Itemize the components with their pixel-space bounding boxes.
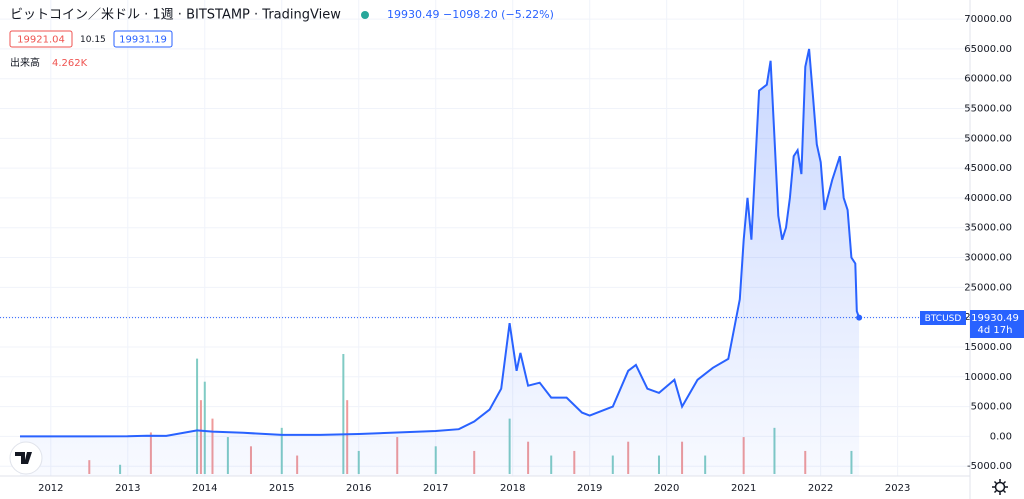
countdown: 4d 17h	[978, 325, 1013, 336]
ask: 19931.19	[119, 35, 167, 46]
y-tick-label: 55000.00	[964, 104, 1012, 115]
bid-box	[9, 30, 73, 48]
volume-label: 出来高	[10, 56, 40, 69]
price: 19930.49	[971, 313, 1019, 324]
price-line	[20, 48, 861, 438]
bid: 19921.04	[17, 35, 65, 46]
plot	[0, 48, 970, 499]
volume-bar	[196, 358, 199, 474]
y-tick-label: 35000.00	[964, 223, 1012, 234]
status-dot	[361, 11, 369, 19]
y-tick-label: 5000.00	[971, 402, 1012, 413]
symbol-box	[920, 311, 966, 325]
volume-bar	[203, 381, 206, 474]
y-tick-label: 25000.00	[964, 282, 1012, 293]
last-point	[856, 314, 863, 321]
chart-title: ビットコイン／米ドル · 1週 · BITSTAMP · TradingView	[10, 8, 341, 23]
x-tick-label: 2016	[346, 483, 371, 494]
x-tick-label: 2021	[731, 483, 756, 494]
y-tick-label: 65000.00	[964, 44, 1012, 55]
symbol: BTCUSD	[925, 314, 962, 324]
quote: 19930.49 −1098.20 (−5.22%)	[387, 8, 554, 21]
y-tick-label: 60000.00	[964, 74, 1012, 85]
x-tick-label: 2015	[269, 483, 294, 494]
tv-logo	[9, 441, 43, 475]
x-tick-label: 2013	[115, 483, 140, 494]
y-tick-label: 45000.00	[964, 163, 1012, 174]
y-tick-label: 70000.00	[964, 14, 1012, 25]
area	[20, 48, 860, 499]
volume-bar	[342, 354, 345, 474]
x-tick-label: 2022	[808, 483, 833, 494]
price-box	[970, 310, 1024, 338]
y-tick-label: 40000.00	[964, 193, 1012, 204]
x-tick-label: 2017	[423, 483, 448, 494]
y-tick-label: -5000.00	[967, 461, 1012, 472]
price-tag: BTCUSD 19930.49 4d 17h	[920, 310, 1024, 338]
x-tick-label: 2012	[38, 483, 63, 494]
x-tick-label: 2019	[577, 483, 602, 494]
x-axis-strip	[0, 476, 970, 499]
settings-icon[interactable]	[992, 479, 1008, 495]
ask-box	[113, 30, 173, 48]
y-tick-label: 10000.00	[964, 372, 1012, 383]
y-tick-label: 0.00	[990, 431, 1012, 442]
x-tick-label: 2020	[654, 483, 679, 494]
spread: 10.15	[80, 35, 106, 45]
x-tick-label: 2014	[192, 483, 217, 494]
y-tick-label: 30000.00	[964, 253, 1012, 264]
x-tick-label: 2023	[885, 483, 910, 494]
y-tick-label: 15000.00	[964, 342, 1012, 353]
volume-now: 4.262K	[52, 58, 88, 69]
x-tick-label: 2018	[500, 483, 525, 494]
y-tick-label: 50000.00	[964, 133, 1012, 144]
